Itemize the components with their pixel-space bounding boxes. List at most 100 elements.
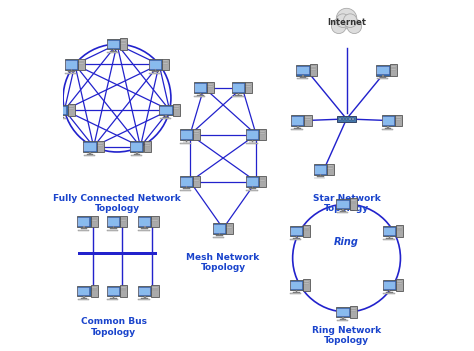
Bar: [260, 178, 265, 179]
Bar: [164, 60, 168, 61]
Bar: [144, 296, 146, 298]
FancyBboxPatch shape: [195, 85, 206, 92]
Bar: [252, 140, 253, 141]
Bar: [208, 84, 213, 85]
FancyBboxPatch shape: [390, 65, 397, 76]
FancyBboxPatch shape: [290, 226, 303, 237]
Bar: [317, 176, 324, 177]
Bar: [107, 299, 118, 300]
Bar: [121, 220, 126, 221]
Bar: [153, 287, 157, 288]
FancyBboxPatch shape: [337, 201, 348, 208]
Bar: [351, 310, 356, 311]
Bar: [290, 293, 301, 294]
Bar: [68, 71, 74, 72]
Bar: [351, 203, 356, 204]
FancyBboxPatch shape: [138, 216, 151, 227]
Bar: [160, 118, 171, 119]
Bar: [380, 77, 386, 78]
Bar: [397, 283, 402, 284]
Bar: [110, 229, 117, 230]
FancyBboxPatch shape: [131, 144, 142, 151]
FancyBboxPatch shape: [68, 104, 75, 116]
Circle shape: [337, 8, 357, 29]
Bar: [83, 226, 85, 229]
FancyBboxPatch shape: [138, 286, 151, 296]
Bar: [305, 119, 310, 120]
Bar: [304, 230, 309, 231]
Bar: [180, 190, 191, 191]
Bar: [396, 117, 401, 118]
Bar: [249, 141, 256, 143]
FancyBboxPatch shape: [66, 61, 77, 69]
FancyBboxPatch shape: [77, 286, 91, 296]
Bar: [337, 320, 348, 321]
Bar: [246, 190, 257, 191]
FancyBboxPatch shape: [259, 129, 266, 140]
FancyBboxPatch shape: [259, 176, 266, 187]
Bar: [183, 188, 190, 190]
FancyBboxPatch shape: [327, 164, 334, 175]
FancyBboxPatch shape: [315, 166, 326, 174]
FancyBboxPatch shape: [291, 115, 304, 126]
Bar: [138, 299, 150, 300]
FancyBboxPatch shape: [337, 199, 350, 210]
FancyBboxPatch shape: [247, 131, 258, 139]
Bar: [397, 281, 402, 282]
FancyBboxPatch shape: [173, 104, 180, 116]
FancyBboxPatch shape: [162, 59, 169, 70]
Bar: [351, 200, 356, 201]
FancyBboxPatch shape: [247, 178, 258, 186]
Bar: [107, 52, 118, 53]
Bar: [293, 238, 300, 239]
Bar: [349, 118, 350, 120]
Bar: [71, 69, 72, 71]
Bar: [328, 165, 333, 166]
FancyBboxPatch shape: [150, 61, 161, 69]
Bar: [121, 287, 126, 288]
Bar: [305, 117, 310, 118]
Bar: [397, 230, 402, 231]
FancyBboxPatch shape: [396, 225, 403, 237]
Bar: [304, 281, 309, 282]
FancyBboxPatch shape: [108, 288, 119, 295]
Bar: [328, 168, 333, 169]
Bar: [194, 133, 199, 134]
Bar: [352, 118, 354, 120]
FancyBboxPatch shape: [193, 176, 200, 187]
FancyBboxPatch shape: [107, 286, 120, 296]
Bar: [227, 227, 232, 228]
Bar: [319, 174, 321, 176]
FancyBboxPatch shape: [83, 141, 97, 152]
FancyBboxPatch shape: [337, 309, 348, 316]
FancyBboxPatch shape: [233, 85, 244, 92]
FancyBboxPatch shape: [159, 105, 173, 115]
Text: Fully Connected Network
Topology: Fully Connected Network Topology: [53, 194, 181, 213]
Bar: [194, 180, 199, 181]
Bar: [292, 129, 303, 130]
Bar: [386, 238, 393, 239]
Bar: [186, 186, 187, 188]
Bar: [78, 230, 89, 231]
FancyBboxPatch shape: [376, 65, 390, 75]
FancyBboxPatch shape: [246, 176, 259, 187]
Bar: [69, 108, 73, 110]
Bar: [310, 66, 316, 67]
FancyBboxPatch shape: [291, 282, 302, 289]
Bar: [208, 86, 213, 87]
Bar: [91, 220, 97, 221]
FancyBboxPatch shape: [384, 282, 395, 289]
Bar: [113, 226, 114, 229]
Bar: [194, 96, 205, 97]
Bar: [173, 106, 179, 107]
FancyBboxPatch shape: [292, 118, 303, 125]
Bar: [78, 299, 89, 300]
Bar: [144, 226, 146, 229]
FancyBboxPatch shape: [181, 131, 192, 139]
Bar: [152, 71, 159, 72]
FancyBboxPatch shape: [377, 67, 389, 74]
Bar: [138, 230, 150, 231]
Bar: [84, 155, 95, 156]
FancyBboxPatch shape: [120, 38, 127, 50]
Bar: [55, 118, 66, 119]
